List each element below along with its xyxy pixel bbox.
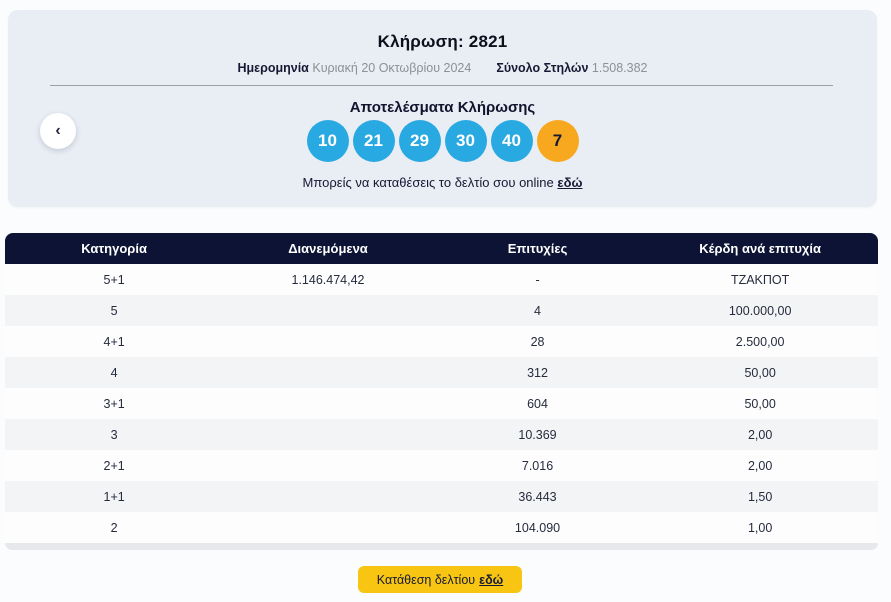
table-row: 5 4 100.000,00 [5, 295, 878, 326]
date-value: Κυριακή 20 Οκτωβρίου 2024 [312, 61, 472, 75]
distributed-cell: 1.146.474,42 [291, 272, 365, 287]
winners-cell: 104.090 [514, 520, 561, 535]
card-divider [50, 85, 833, 86]
winners-cell: 312 [527, 365, 548, 380]
winning-number-ball: 29 [398, 120, 441, 162]
total-columns-label: Σύνολο Στηλών [496, 61, 589, 75]
column-header: Επιτυχίες [507, 241, 568, 256]
table-row: 3 10.369 2,00 [5, 419, 878, 450]
submit-ticket-button[interactable]: Κατάθεση δελτίου εδώ [358, 566, 522, 593]
chevron-left-icon: ‹ [55, 122, 61, 139]
winners-cell: 7.016 [521, 458, 554, 473]
table-row: 2 104.090 1,00 [5, 512, 878, 543]
winning-number-ball: 10 [306, 120, 349, 162]
date-label: Ημερομηνία [237, 61, 309, 75]
winners-cell: 10.369 [518, 427, 557, 442]
results-title: Αποτελέσματα Κλήρωσης [349, 99, 536, 116]
winning-numbers-row: 10 21 29 30 40 7 [8, 120, 877, 162]
winners-cell: 604 [527, 396, 548, 411]
category-cell: 1+1 [103, 489, 125, 504]
category-cell: 4+1 [103, 334, 125, 349]
draw-meta: Ημερομηνία Κυριακή 20 Οκτωβρίου 2024 Σύν… [8, 61, 877, 75]
category-cell: 5+1 [103, 272, 125, 287]
winning-number-ball: 30 [444, 120, 487, 162]
previous-draw-button[interactable]: ‹ [40, 113, 76, 149]
draw-summary-card: Κλήρωση: 2821 Ημερομηνία Κυριακή 20 Οκτω… [8, 10, 877, 207]
online-submit-text: Μπορείς να καταθέσεις το δελτίο σου onli… [302, 175, 554, 190]
prize-cell: 100.000,00 [728, 303, 792, 318]
table-row: 4 312 50,00 [5, 357, 878, 388]
bonus-number-ball: 7 [536, 120, 579, 162]
prize-table-header: Κατηγορία Διανεμόμενα Επιτυχίες Κέρδη ανά ε… [5, 233, 878, 264]
prize-table-body: 5+1 1.146.474,42 - ΤΖΑΚΠΟΤ 5 4 100.000,00 4+1 28… [5, 264, 878, 543]
category-cell: 2 [110, 520, 118, 535]
prize-table-footer-bar [5, 543, 878, 550]
online-submit-link[interactable]: εδώ [557, 175, 583, 190]
table-row: 2+1 7.016 2,00 [5, 450, 878, 481]
prize-cell: ΤΖΑΚΠΟΤ [730, 272, 790, 287]
winners-cell: - [535, 272, 540, 287]
column-header: Κέρδη ανά επιτυχία [699, 241, 821, 256]
prize-cell: 1,00 [747, 520, 773, 535]
category-cell: 3+1 [103, 396, 125, 411]
column-header: Κατηγορία [81, 241, 147, 256]
prize-cell: 50,00 [744, 365, 776, 380]
table-row: 1+1 36.443 1,50 [5, 481, 878, 512]
column-header: Διανεμόμενα [288, 241, 368, 256]
prize-cell: 50,00 [744, 396, 776, 411]
winning-number-ball: 40 [490, 120, 533, 162]
category-cell: 4 [110, 365, 118, 380]
online-submit-line: Μπορείς να καταθέσεις το δελτίο σου onli… [8, 175, 877, 190]
category-cell: 3 [110, 427, 118, 442]
prize-table: Κατηγορία Διανεμόμενα Επιτυχίες Κέρδη ανά ε… [5, 233, 878, 550]
prize-cell: 2,00 [747, 427, 773, 442]
submit-ticket-text: Κατάθεση δελτίου [376, 572, 476, 587]
category-cell: 5 [110, 303, 118, 318]
winners-cell: 4 [534, 303, 541, 318]
table-row: 3+1 604 50,00 [5, 388, 878, 419]
prize-cell: 1,50 [747, 489, 773, 504]
total-columns-value: 1.508.382 [591, 61, 648, 75]
submit-ticket-link: εδώ [479, 572, 504, 587]
winners-cell: 36.443 [518, 489, 557, 504]
prize-cell: 2,00 [747, 458, 773, 473]
prize-cell: 2.500,00 [735, 334, 785, 349]
table-row: 5+1 1.146.474,42 - ΤΖΑΚΠΟΤ [5, 264, 878, 295]
draw-title: Κλήρωση: 2821 [377, 32, 508, 51]
table-row: 4+1 28 2.500,00 [5, 326, 878, 357]
winners-cell: 28 [530, 334, 545, 349]
winning-number-ball: 21 [352, 120, 395, 162]
category-cell: 2+1 [103, 458, 125, 473]
